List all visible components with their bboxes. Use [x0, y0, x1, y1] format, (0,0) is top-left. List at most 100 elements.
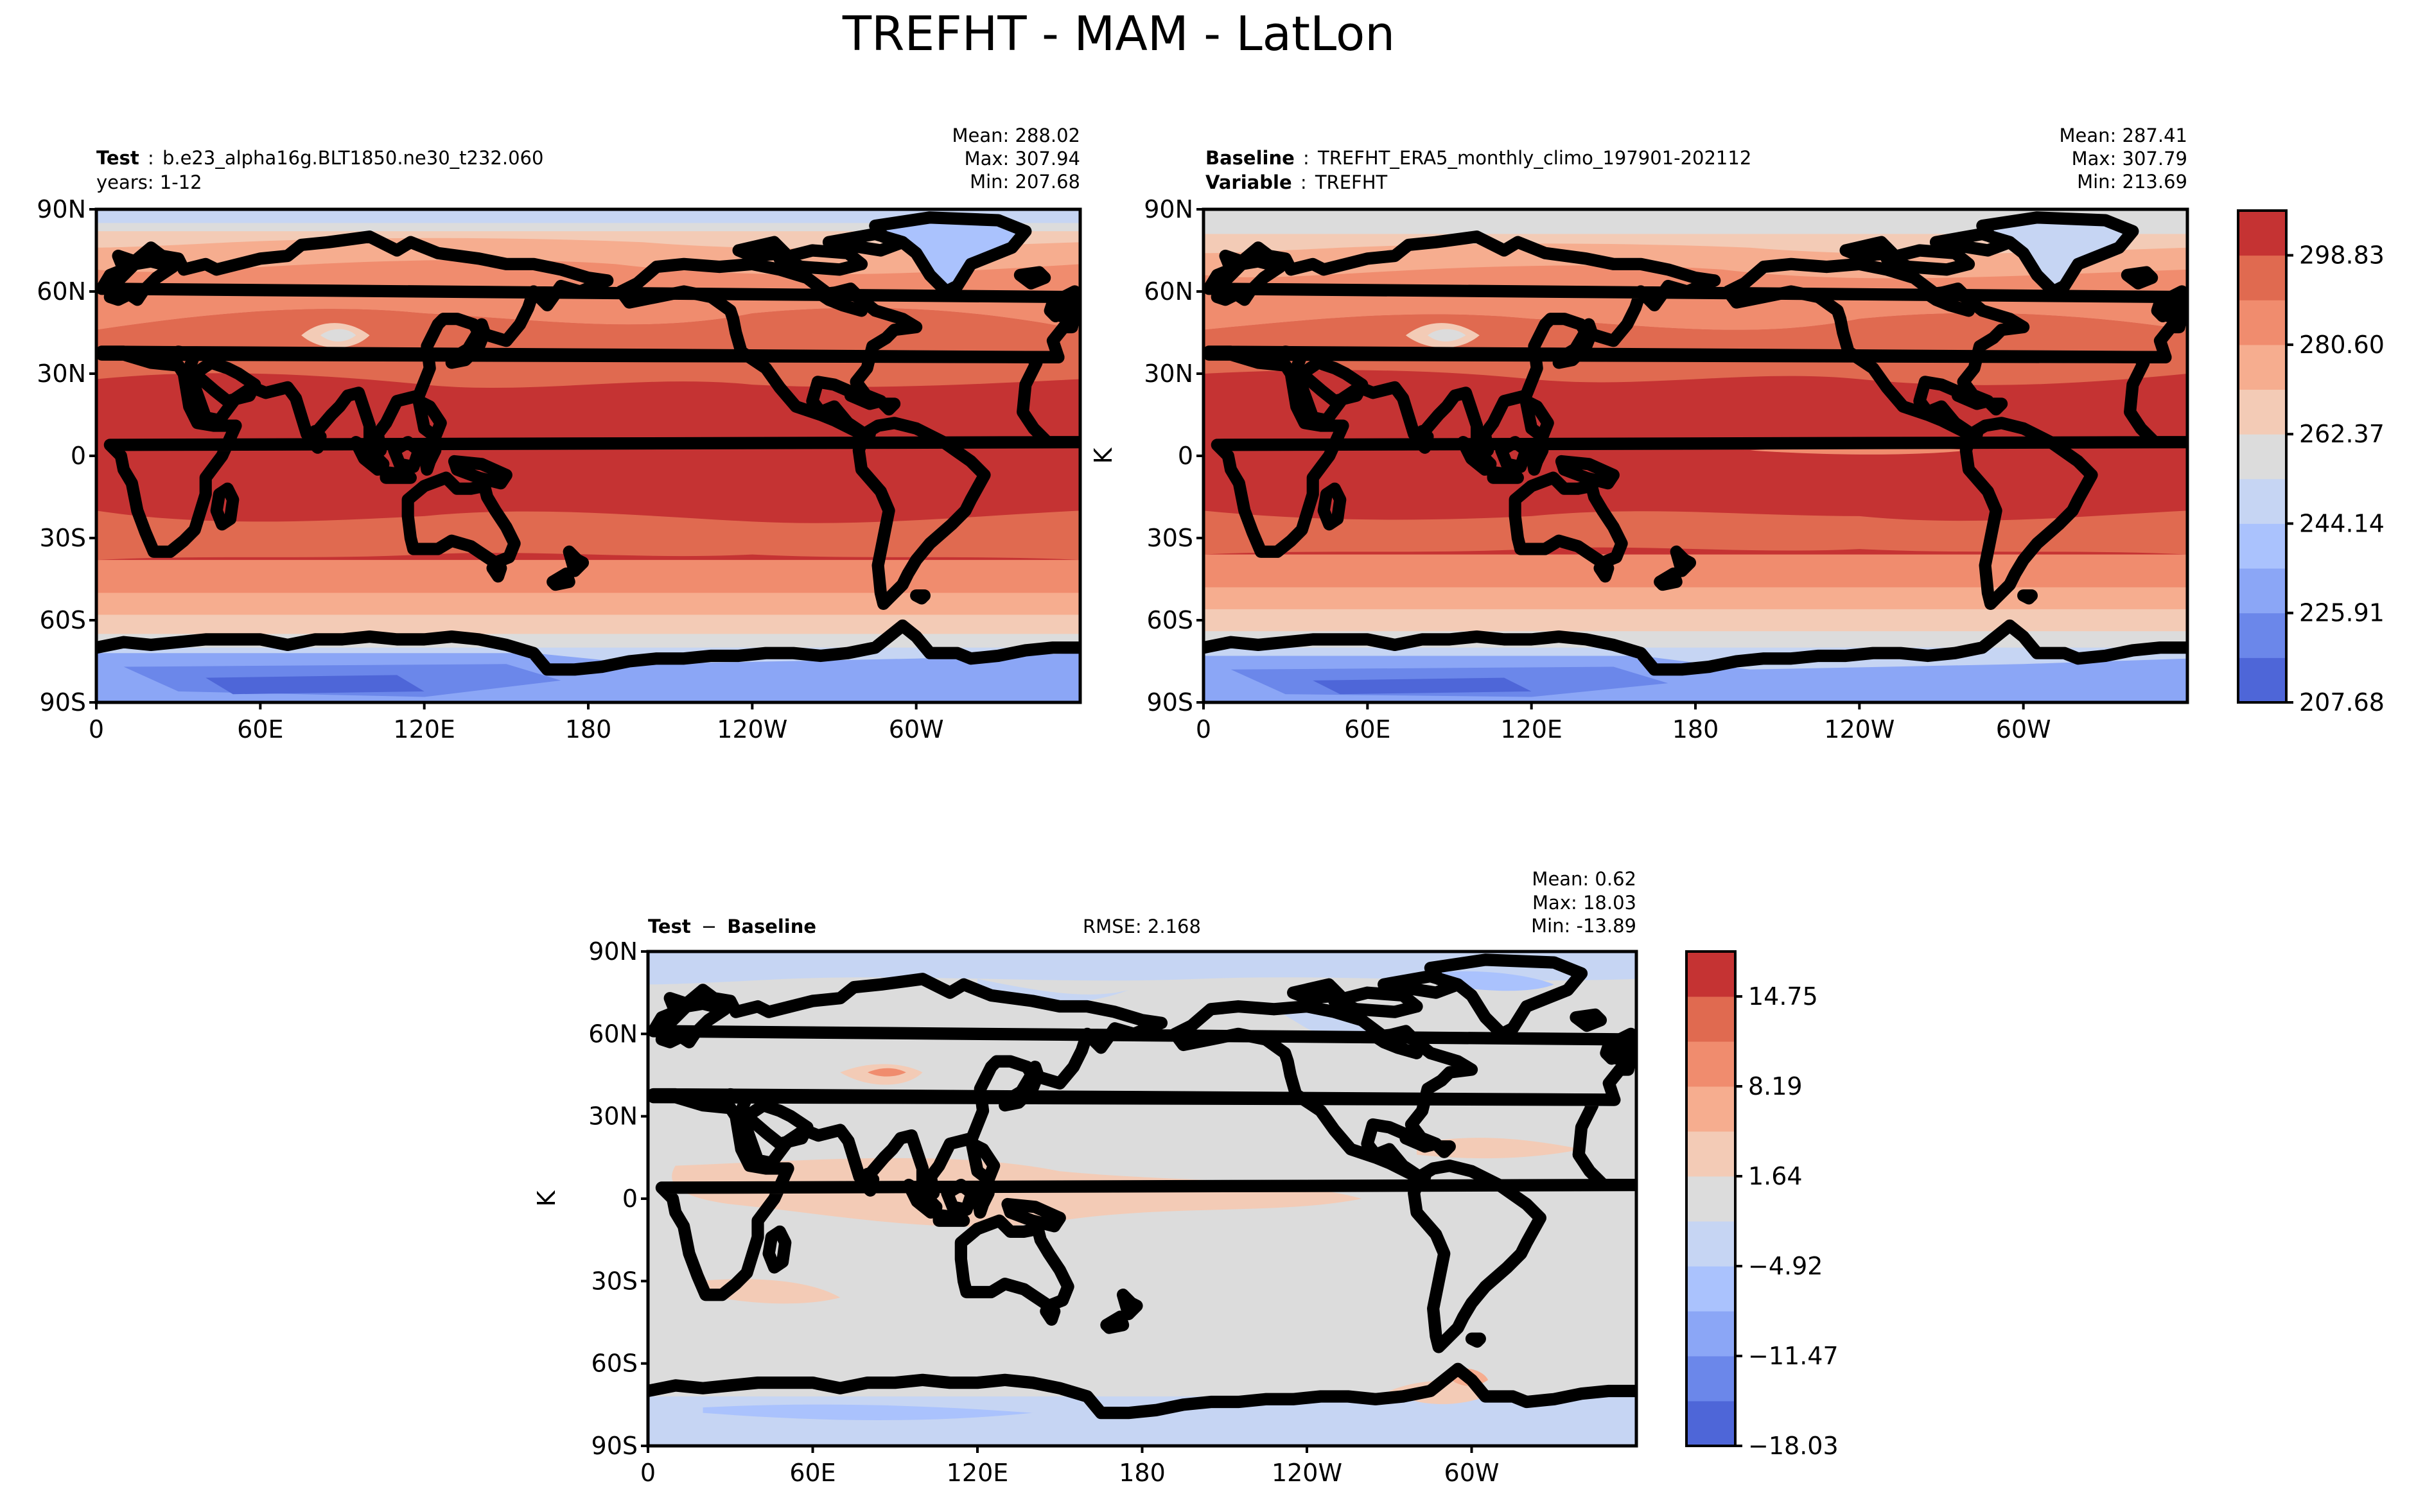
test-lon-tick-label: 180	[565, 715, 612, 743]
diff-lat-tick-label: 90S	[591, 1432, 638, 1460]
baseline-band-s-warm	[1204, 510, 2187, 555]
baseline-lon-tick-label: 180	[1672, 715, 1719, 743]
baseline-greenland-cold	[1982, 217, 2133, 291]
baseline-lat-tick-label: 90S	[1147, 688, 1193, 717]
test-greenland-cold	[875, 217, 1026, 291]
colorbar-top-color-segment	[2238, 434, 2286, 480]
colorbar-diff-color-segment	[1686, 1266, 1735, 1312]
test-min: Min: 207.68	[970, 171, 1080, 193]
colorbar-top-color-segment	[2238, 478, 2286, 524]
panel-baseline: Baseline : TREFHT_ERA5_monthly_climo_197…	[1202, 125, 2189, 704]
test-band-s-warm	[96, 510, 1080, 560]
colorbar-top-tick-label: 262.37	[2299, 420, 2385, 448]
colorbar-top-frame	[2237, 209, 2288, 704]
test-label-sep: :	[148, 147, 154, 169]
diff-tibet-pos2	[868, 1068, 906, 1077]
diff-lon-tick-label: 60W	[1444, 1459, 1500, 1487]
colorbar-diff-color-segment	[1686, 1311, 1735, 1357]
baseline-mean: Mean: 287.41	[2060, 125, 2187, 146]
colorbar-top-color-segment	[2238, 657, 2286, 703]
diff-lon-tick-label: 120W	[1272, 1459, 1342, 1487]
colorbar-diff-color-segment	[1686, 952, 1735, 997]
baseline-lat-tick-label: 60S	[1147, 606, 1193, 634]
baseline-variable-bold: Variable	[1205, 171, 1292, 193]
diff-antarctic-neg	[648, 1396, 1636, 1446]
colorbar-top-color-segment	[2238, 300, 2286, 345]
baseline-variable-sep: :	[1300, 171, 1307, 193]
test-max: Max: 307.94	[965, 148, 1080, 169]
baseline-label-bold: Baseline	[1205, 147, 1295, 169]
baseline-label: Baseline : TREFHT_ERA5_monthly_climo_197…	[1205, 147, 1751, 169]
colorbar-top-color-segment	[2238, 568, 2286, 614]
colorbar-top-color-segment	[2238, 344, 2286, 390]
test-lon-tick-label: 120E	[393, 715, 455, 743]
colorbar-diff-frame	[1685, 950, 1737, 1447]
colorbar-top: 298.83 280.60 262.37 244.14 225.91 207.68	[2237, 209, 2385, 717]
colorbar-top-color-segment	[2238, 255, 2286, 300]
figure-title: TREFHT - MAM - LatLon	[842, 6, 1395, 62]
baseline-variable-value: TREFHT	[1315, 171, 1388, 193]
colorbar-diff-color-segment	[1686, 1221, 1735, 1267]
colorbar-top-tick-label: 280.60	[2299, 331, 2385, 359]
diff-lat-tick-label: 60N	[588, 1020, 638, 1048]
diff-lon-tick-label: 120E	[947, 1459, 1009, 1487]
baseline-band-arctic	[1204, 209, 2187, 234]
colorbar-diff: 14.75 8.19 1.64 −4.92 −11.47 −18.03	[1685, 950, 1839, 1460]
diff-min: Min: -13.89	[1531, 915, 1636, 937]
colorbar-diff-color-segment	[1686, 1041, 1735, 1087]
colorbar-diff-tick-label: 14.75	[1748, 982, 1818, 1011]
diff-lon-tick-label: 60E	[789, 1459, 836, 1487]
baseline-lon-tick-label: 120E	[1500, 715, 1563, 743]
test-lon-tick-label: 0	[89, 715, 104, 743]
diff-label-baseline: Baseline	[727, 916, 816, 937]
diff-lat-tick-label: 0	[622, 1185, 638, 1213]
panel-diff: Test − Baseline RMSE: 2.168 Mean: 0.62 M…	[646, 868, 1638, 1448]
test-mean: Mean: 288.02	[952, 125, 1080, 146]
baseline-lat-tick-label: 0	[1178, 442, 1193, 470]
baseline-lat-tick-label: 90N	[1144, 195, 1193, 223]
colorbar-diff-tick-label: −11.47	[1748, 1342, 1839, 1370]
test-lat-tick-label: 30S	[40, 524, 86, 552]
colorbar-diff-color-segment	[1686, 1356, 1735, 1402]
baseline-lat-tick-label: 30S	[1147, 524, 1193, 552]
baseline-lon-tick-label: 120W	[1824, 715, 1895, 743]
baseline-label-sep: :	[1303, 147, 1309, 169]
test-lat-tick-label: 90S	[40, 688, 86, 717]
colorbar-top-tick-label: 244.14	[2299, 509, 2385, 537]
colorbar-diff-color-segment	[1686, 1401, 1735, 1447]
colorbar-diff-color-segment	[1686, 1176, 1735, 1222]
colorbar-diff-tick-label: −18.03	[1748, 1432, 1839, 1460]
test-lat-tick-label: 90N	[37, 195, 86, 223]
baseline-lon-tick-label: 60W	[1996, 715, 2051, 743]
test-tibet-cold	[320, 329, 356, 342]
colorbar-top-color-segment	[2238, 523, 2286, 569]
colorbar-top-tick-label: 225.91	[2299, 599, 2385, 627]
diff-lat-tick-label: 90N	[588, 937, 638, 966]
test-lon-tick-label: 120W	[717, 715, 787, 743]
colorbar-diff-color-segment	[1686, 1086, 1735, 1132]
diff-arctic-neg	[648, 952, 1636, 985]
diff-label-op: −	[701, 916, 717, 937]
diff-max: Max: 18.03	[1532, 892, 1636, 914]
colorbar-top-color-segment	[2238, 613, 2286, 658]
colorbar-diff-tick-label: −4.92	[1748, 1252, 1823, 1280]
diff-units-label: K	[532, 1190, 561, 1206]
diff-mean: Mean: 0.62	[1532, 868, 1636, 890]
baseline-dataset-name: TREFHT_ERA5_monthly_climo_197901-202112	[1317, 147, 1751, 169]
test-lat-tick-label: 0	[71, 442, 86, 470]
baseline-lon-tick-label: 60E	[1344, 715, 1390, 743]
baseline-min: Min: 213.69	[2077, 171, 2187, 193]
test-lat-tick-label: 60S	[40, 606, 86, 634]
baseline-map	[1204, 209, 2187, 702]
colorbar-diff-color-segment	[1686, 996, 1735, 1042]
diff-lat-tick-label: 30N	[588, 1102, 638, 1131]
test-antarctic-coldest	[206, 675, 425, 695]
colorbar-top-color-segment	[2238, 211, 2286, 256]
diff-lat-tick-label: 30S	[591, 1267, 638, 1295]
diff-lon-tick-label: 0	[640, 1459, 656, 1487]
colorbar-top-tick-label: 298.83	[2299, 241, 2385, 270]
baseline-max: Max: 307.79	[2072, 148, 2187, 169]
